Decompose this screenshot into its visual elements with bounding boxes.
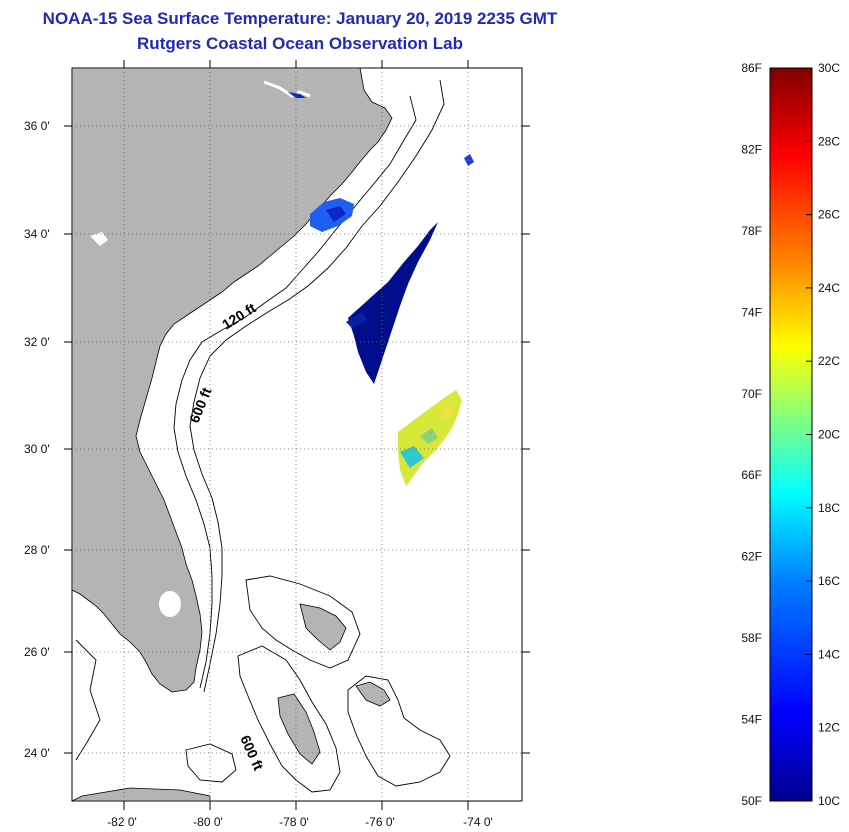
colorbar-f-label: 86F	[741, 61, 762, 75]
land-andros	[277, 693, 321, 765]
colorbar-f-label: 82F	[741, 142, 762, 156]
inland-water	[90, 232, 108, 246]
colorbar	[769, 67, 813, 802]
contour-exuma	[347, 675, 451, 787]
colorbar-c-label: 22C	[818, 354, 840, 368]
lon-tick-label: -74 0'	[463, 815, 493, 829]
land-southeast-us	[72, 68, 393, 693]
graticule	[72, 68, 522, 801]
colorbar-c-label: 14C	[818, 647, 840, 661]
colorbar-c-label: 12C	[818, 721, 840, 735]
contour-great-bahama-bank	[237, 645, 341, 793]
colorbar-f-label: 70F	[741, 387, 762, 401]
colorbar-f-label: 62F	[741, 550, 762, 564]
lat-tick-label: 30 0'	[24, 442, 50, 456]
lat-tick-label: 28 0'	[24, 543, 50, 557]
lon-tick-label: -82 0'	[107, 815, 137, 829]
colorbar-c-label: 24C	[818, 281, 840, 295]
colorbar-f-label: 74F	[741, 305, 762, 319]
colorbar-c-label: 30C	[818, 61, 840, 75]
colorbar-f-label: 50F	[741, 794, 762, 808]
contour-bahamas	[245, 575, 361, 669]
lat-tick-label: 34 0'	[24, 227, 50, 241]
contour-120ft	[173, 95, 417, 689]
colorbar-c-label: 26C	[818, 208, 840, 222]
colorbar-c-label: 16C	[818, 574, 840, 588]
lon-tick-label: -76 0'	[365, 815, 395, 829]
colorbar-f-label: 58F	[741, 631, 762, 645]
lon-tick-label: -80 0'	[193, 815, 223, 829]
colorbar-c-label: 10C	[818, 794, 840, 808]
lat-tick-label: 32 0'	[24, 335, 50, 349]
map-subtitle: Rutgers Coastal Ocean Observation Lab	[137, 34, 463, 53]
colorbar-f-label: 66F	[741, 468, 762, 482]
land-eleuthera	[355, 681, 391, 707]
colorbar-c-label: 20C	[818, 428, 840, 442]
lake-okeechobee	[159, 591, 181, 617]
map-title: NOAA-15 Sea Surface Temperature: January…	[42, 9, 558, 28]
lat-tick-label: 26 0'	[24, 645, 50, 659]
land-grand-bahama	[299, 603, 347, 651]
sst-swath-offshore-cold	[348, 222, 438, 384]
lat-tick-label: 24 0'	[24, 746, 50, 760]
contour-600ft	[189, 79, 445, 693]
colorbar-f-label: 54F	[741, 713, 762, 727]
colorbar-c-label: 28C	[818, 134, 840, 148]
colorbar-f-label: 78F	[741, 224, 762, 238]
lat-tick-label: 36 0'	[24, 119, 50, 133]
colorbar-c-label: 18C	[818, 501, 840, 515]
lon-tick-label: -78 0'	[279, 815, 309, 829]
